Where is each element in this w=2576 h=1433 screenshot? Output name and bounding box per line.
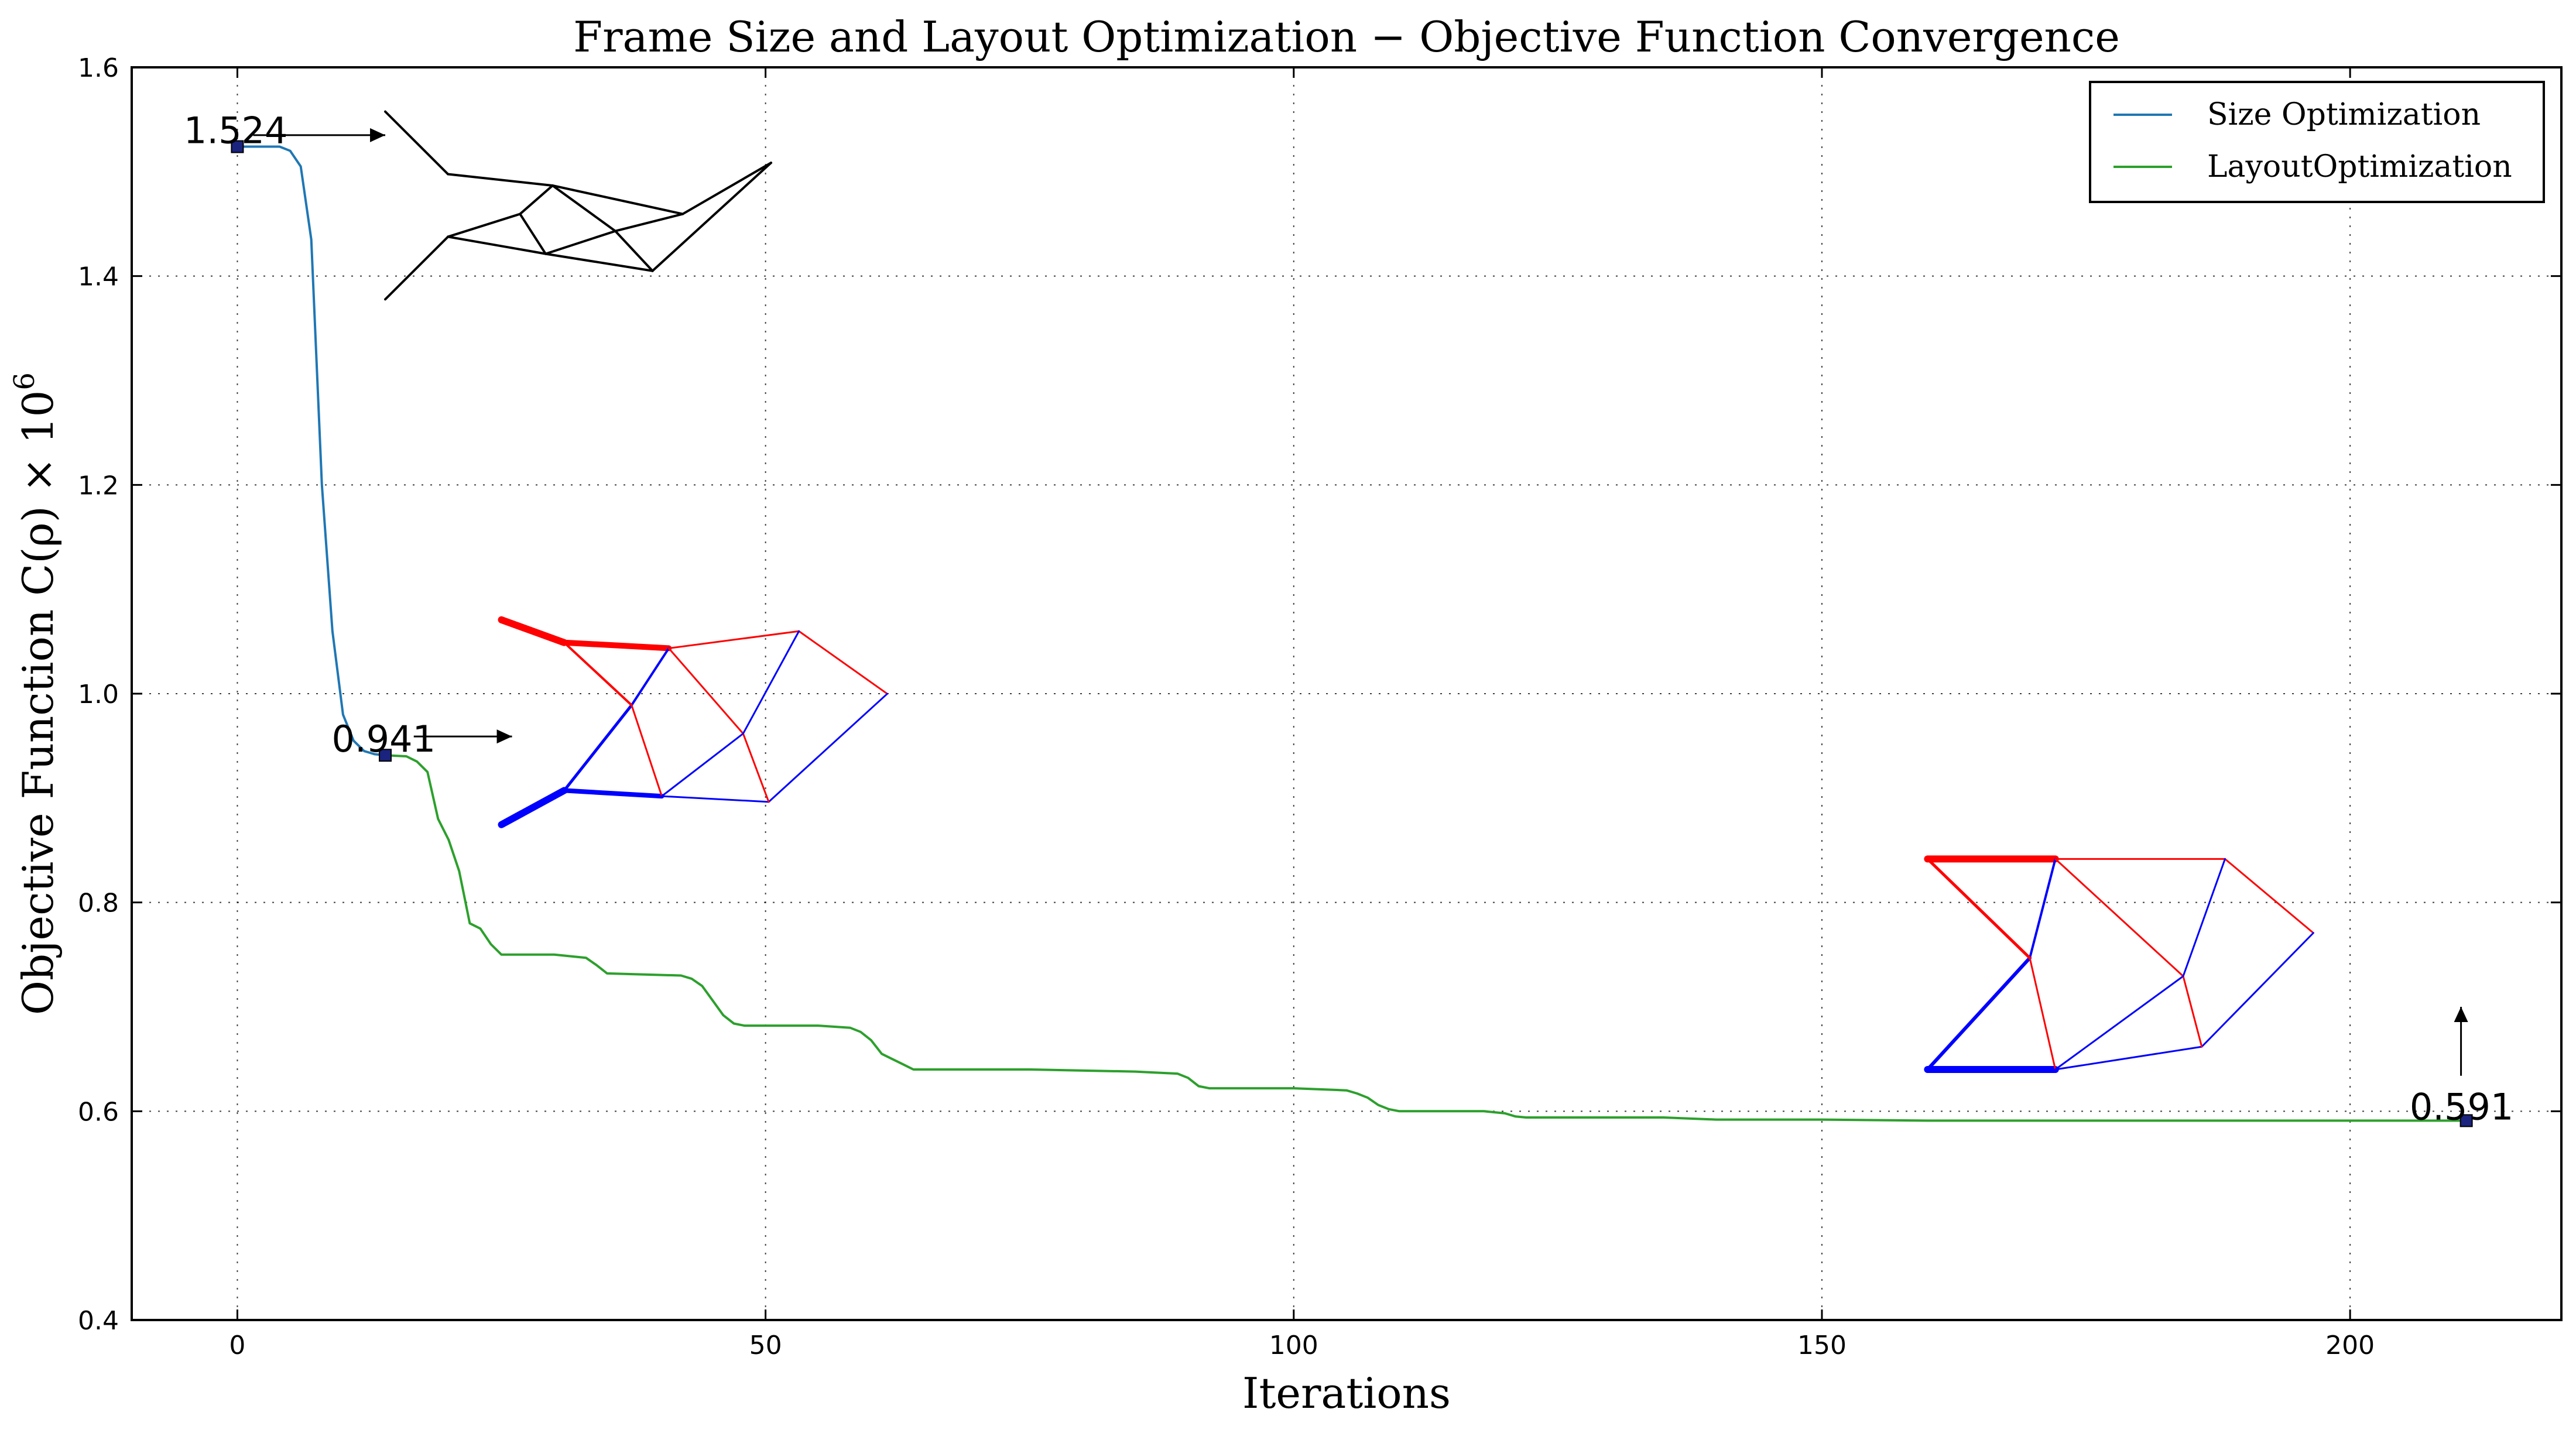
- x-tick-label-4: 200: [2325, 1331, 2375, 1360]
- frame-member-3: [384, 235, 450, 301]
- y-tick-label-0: 0.4: [78, 1306, 119, 1336]
- frame-member-11: [631, 704, 663, 797]
- marker-1: [379, 749, 392, 762]
- series-lines: [237, 145, 2467, 1122]
- frame-member-7: [681, 162, 772, 215]
- frame-member-10: [563, 641, 633, 707]
- frame-member-5: [544, 252, 654, 272]
- y-tick-label-3: 1.0: [78, 680, 119, 709]
- arrow-to-layout-frame: [2454, 1007, 2468, 1076]
- chart-title: Frame Size and Layout Optimization − Obj…: [573, 12, 2120, 61]
- marker-2: [2459, 1114, 2473, 1127]
- arrow-to-initial-frame-head: [370, 128, 386, 142]
- x-tick-label-3: 150: [1797, 1331, 1847, 1360]
- frame-member-10: [519, 212, 547, 255]
- frame-member-8: [447, 212, 522, 238]
- frame-member-0: [384, 110, 450, 176]
- frame-member-9: [630, 647, 670, 707]
- frame-member-4: [447, 235, 547, 255]
- x-axis-label: Iterations: [1242, 1369, 1451, 1418]
- marker-value-label-1: 0.941: [332, 718, 436, 760]
- frame-member-6: [660, 795, 770, 803]
- marker-0: [231, 140, 244, 153]
- frame-member-15: [742, 630, 800, 735]
- inset-layout-optimized-frame: [1924, 855, 2314, 1073]
- frame-member-9: [519, 184, 554, 215]
- frame-member-6: [651, 162, 772, 272]
- axis-ticks: 0 50 100 150 200 0.4 0.6 0.8 1.0 1.2 1.4 1.6: [78, 53, 2561, 1360]
- y-tick-label-2: 0.8: [78, 889, 119, 918]
- y-axis-label-exponent: 6: [8, 372, 41, 390]
- frame-insets: [384, 110, 2314, 1073]
- arrow-to-size-frame-head: [496, 729, 512, 744]
- x-tick-label-0: 0: [229, 1331, 245, 1360]
- frame-member-3: [798, 630, 888, 695]
- frame-member-4: [2054, 1045, 2203, 1071]
- frame-member-12: [544, 229, 617, 255]
- frame-member-11: [2054, 975, 2184, 1071]
- marker-value-label-0: 1.524: [184, 109, 288, 152]
- frame-member-6: [1926, 956, 2032, 1071]
- frame-member-0: [498, 616, 568, 646]
- frame-member-5: [2201, 932, 2314, 1048]
- inset-size-optimized-frame: [498, 616, 888, 828]
- frame-member-4: [498, 787, 568, 828]
- x-tick-label-1: 50: [749, 1331, 782, 1360]
- legend-label-size: Size Optimization: [2207, 97, 2481, 132]
- frame-member-12: [667, 647, 744, 735]
- frame-member-9: [2029, 957, 2057, 1071]
- frame-member-13: [614, 229, 654, 272]
- frame-member-11: [551, 184, 617, 232]
- frame-member-12: [2182, 975, 2203, 1048]
- frame-member-1: [447, 173, 554, 187]
- frame-member-2: [2224, 858, 2314, 934]
- x-tick-label-2: 100: [1269, 1331, 1318, 1360]
- frame-member-8: [1926, 857, 2032, 960]
- legend-box: [2089, 81, 2545, 203]
- annotations: 1.524 0.941 0.591: [184, 109, 2513, 1129]
- arrow-to-initial-frame: [253, 128, 386, 142]
- frame-member-7: [2029, 858, 2057, 959]
- inset-initial-frame: [384, 110, 772, 301]
- arrow-to-layout-frame-head: [2454, 1007, 2468, 1022]
- marker-value-label-2: 0.591: [2410, 1085, 2514, 1128]
- y-tick-label-1: 0.6: [78, 1097, 119, 1127]
- frame-member-5: [561, 788, 664, 799]
- y-tick-label-6: 1.6: [78, 53, 119, 83]
- series-line-1: [385, 754, 2467, 1122]
- legend-label-layout: LayoutOptimization: [2207, 149, 2512, 184]
- frame-member-13: [660, 732, 744, 797]
- y-tick-label-5: 1.4: [78, 262, 119, 292]
- frame-member-8: [563, 704, 633, 792]
- frame-member-13: [2182, 858, 2226, 978]
- frame-member-14: [742, 732, 770, 803]
- frame-member-14: [614, 212, 684, 232]
- frame-member-1: [561, 639, 672, 652]
- frame-member-10: [2054, 858, 2184, 978]
- frame-member-2: [551, 184, 684, 215]
- y-axis-label-main: Objective Function C(ρ) × 10: [13, 390, 63, 1015]
- series-line-0: [237, 145, 386, 757]
- frame-member-2: [667, 630, 800, 649]
- frame-member-7: [768, 692, 888, 803]
- y-tick-label-4: 1.2: [78, 471, 119, 500]
- point-markers: [231, 140, 2473, 1127]
- legend: Size Optimization LayoutOptimization: [2089, 81, 2545, 203]
- arrow-to-size-frame: [413, 729, 512, 744]
- y-axis-label: Objective Function C(ρ) × 106: [8, 372, 63, 1015]
